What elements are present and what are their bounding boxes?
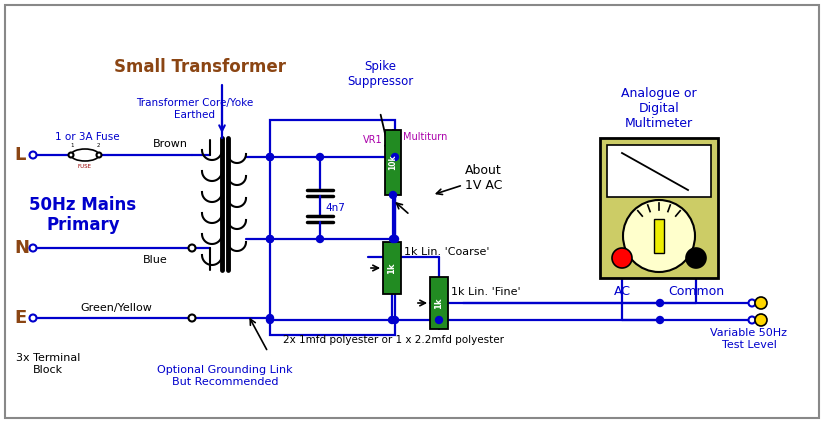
Circle shape [686, 248, 706, 268]
Bar [607, 145, 711, 197]
Circle shape [68, 153, 73, 157]
Text: AC: AC [614, 285, 630, 298]
Bar [430, 277, 448, 329]
Circle shape [266, 236, 274, 242]
Text: 1k Lin. 'Fine': 1k Lin. 'Fine' [451, 287, 521, 297]
Ellipse shape [71, 149, 99, 161]
Circle shape [266, 316, 274, 324]
Text: Transformer Core/Yoke
Earthed: Transformer Core/Yoke Earthed [137, 99, 254, 120]
Text: Analogue or
Digital
Multimeter: Analogue or Digital Multimeter [621, 87, 697, 130]
Text: 3x Terminal
Block: 3x Terminal Block [16, 353, 80, 375]
Circle shape [612, 248, 632, 268]
Circle shape [391, 154, 399, 160]
Text: Brown: Brown [152, 139, 188, 149]
Bar [270, 120, 395, 335]
Circle shape [755, 314, 767, 326]
Text: FUSE: FUSE [78, 164, 92, 169]
Circle shape [623, 200, 695, 272]
Circle shape [96, 153, 101, 157]
Circle shape [391, 236, 399, 242]
Circle shape [391, 316, 399, 324]
Text: 2: 2 [96, 143, 100, 148]
Text: 10k: 10k [388, 155, 397, 170]
Text: 1: 1 [70, 143, 74, 148]
Text: 1 or 3A Fuse: 1 or 3A Fuse [54, 132, 119, 142]
Text: Common: Common [668, 285, 724, 298]
Text: N: N [14, 239, 29, 257]
Circle shape [30, 314, 36, 321]
Bar [385, 130, 401, 195]
Circle shape [30, 151, 36, 159]
Text: L: L [14, 146, 26, 164]
Text: Green/Yellow: Green/Yellow [80, 303, 152, 313]
Circle shape [189, 314, 195, 321]
Text: Optional Grounding Link
But Recommended: Optional Grounding Link But Recommended [157, 365, 293, 387]
Text: E: E [14, 309, 26, 327]
Text: Multiturn: Multiturn [403, 132, 447, 142]
Text: Small Transformer: Small Transformer [114, 58, 286, 76]
Circle shape [657, 299, 663, 307]
Circle shape [316, 154, 324, 160]
Text: VR1: VR1 [363, 135, 383, 145]
Circle shape [266, 154, 274, 160]
Text: About
1V AC: About 1V AC [465, 164, 503, 192]
Circle shape [266, 314, 274, 321]
Bar [654, 219, 664, 253]
Text: 50Hz Mains
Primary: 50Hz Mains Primary [30, 195, 137, 234]
Text: Blue: Blue [143, 255, 167, 265]
Circle shape [390, 236, 396, 242]
Circle shape [657, 316, 663, 324]
Text: Variable 50Hz
Test Level: Variable 50Hz Test Level [710, 328, 788, 349]
Circle shape [390, 192, 396, 198]
Text: 1k: 1k [387, 262, 396, 274]
Bar [600, 138, 718, 278]
Circle shape [748, 316, 756, 324]
Circle shape [189, 244, 195, 252]
Text: 4n7: 4n7 [325, 203, 345, 213]
Circle shape [755, 297, 767, 309]
Circle shape [388, 316, 396, 324]
Text: 2x 1mfd polyester or 1 x 2.2mfd polyester: 2x 1mfd polyester or 1 x 2.2mfd polyeste… [283, 335, 504, 345]
Circle shape [316, 236, 324, 242]
Circle shape [436, 316, 442, 324]
Bar [383, 242, 401, 294]
Circle shape [266, 236, 274, 242]
Text: 1k Lin. 'Coarse': 1k Lin. 'Coarse' [404, 247, 489, 257]
Circle shape [266, 154, 274, 160]
Circle shape [30, 244, 36, 252]
Circle shape [748, 299, 756, 307]
Text: Spike
Suppressor: Spike Suppressor [347, 60, 413, 88]
Text: 1k: 1k [434, 297, 443, 309]
